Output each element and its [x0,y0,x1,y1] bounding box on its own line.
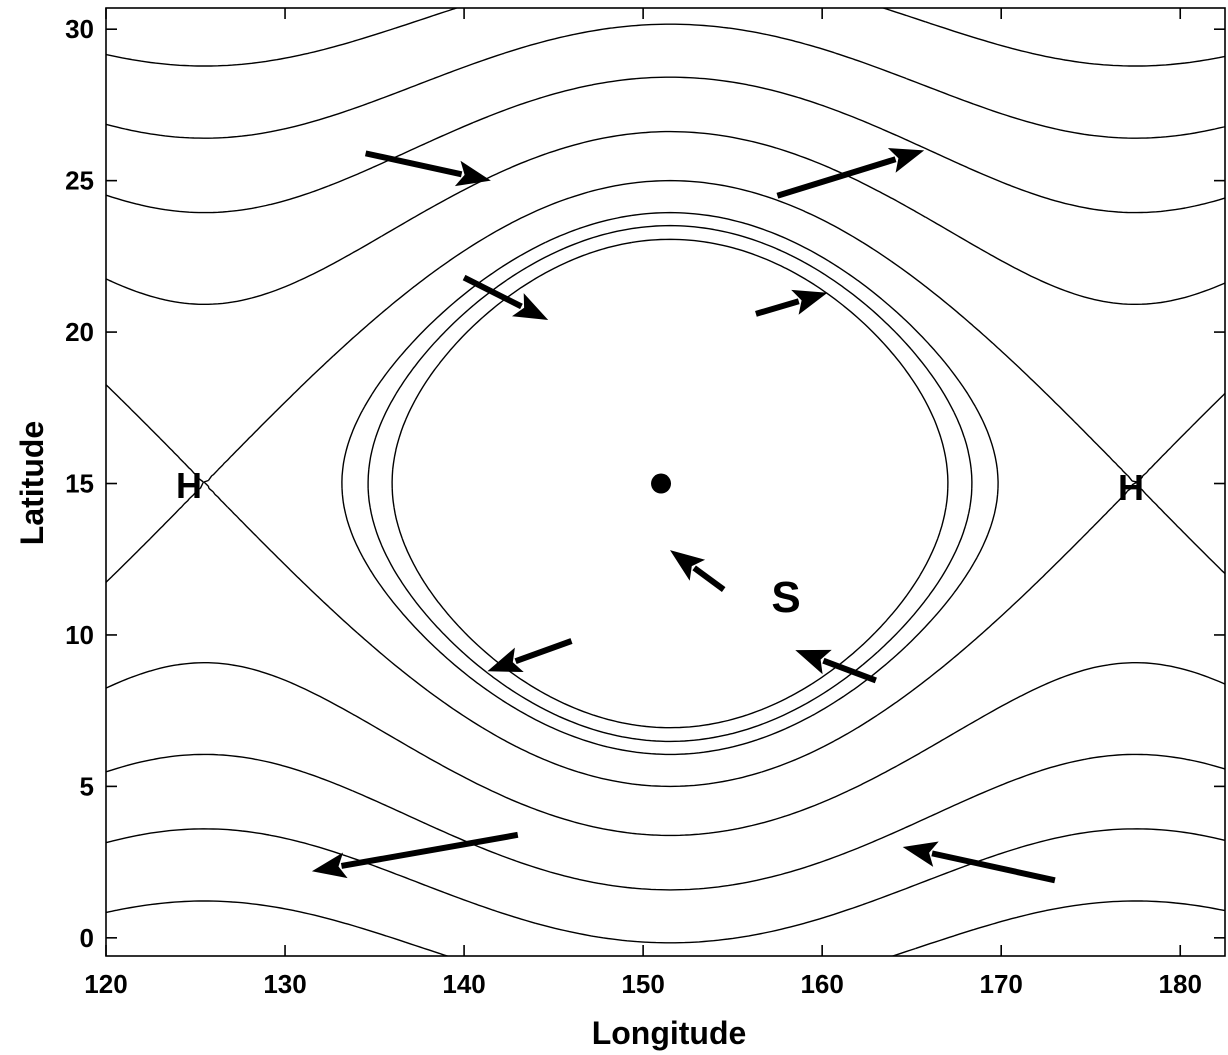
streamline [106,23,1225,944]
axis-ticks: 120 130 140 150 160 170 180 0 5 10 15 20 25 30 [65,8,1225,999]
saddle-point-marker [651,473,672,494]
streamline [106,76,1225,891]
streamline [367,224,973,743]
flow-arrows [311,148,1056,884]
flow-arrow [670,550,726,592]
flow-arrow [776,148,925,199]
streamline [341,211,999,756]
y-axis-title: Latitude [14,421,50,545]
high-pressure-label-right: H [1118,467,1144,508]
streamline [106,179,1225,788]
x-tick-label: 180 [1159,969,1202,999]
saddle-point-label: S [771,573,800,622]
streamline [106,130,1225,837]
flow-arrow [311,831,519,879]
x-tick-label: 140 [442,969,485,999]
flow-arrow [462,274,549,320]
flow-arrow [902,841,1056,884]
flow-arrow [364,150,491,187]
y-tick-label: 0 [80,923,94,953]
y-tick-label: 5 [80,771,94,801]
high-pressure-label-left: H [176,465,202,506]
streamline-contours [106,8,1225,956]
y-tick-label: 25 [65,166,94,196]
flow-arrow [487,638,573,672]
x-tick-label: 160 [800,969,843,999]
plot-frame [105,7,1226,957]
x-axis-title: Longitude [592,1015,747,1051]
x-tick-label: 130 [263,969,306,999]
flow-arrow [795,649,877,684]
flow-arrow [755,289,828,317]
y-tick-label: 15 [65,469,94,499]
x-tick-label: 120 [84,969,127,999]
x-tick-label: 150 [621,969,664,999]
x-tick-label: 170 [980,969,1023,999]
y-tick-label: 20 [65,317,94,347]
y-tick-label: 10 [65,620,94,650]
y-tick-label: 30 [65,14,94,44]
